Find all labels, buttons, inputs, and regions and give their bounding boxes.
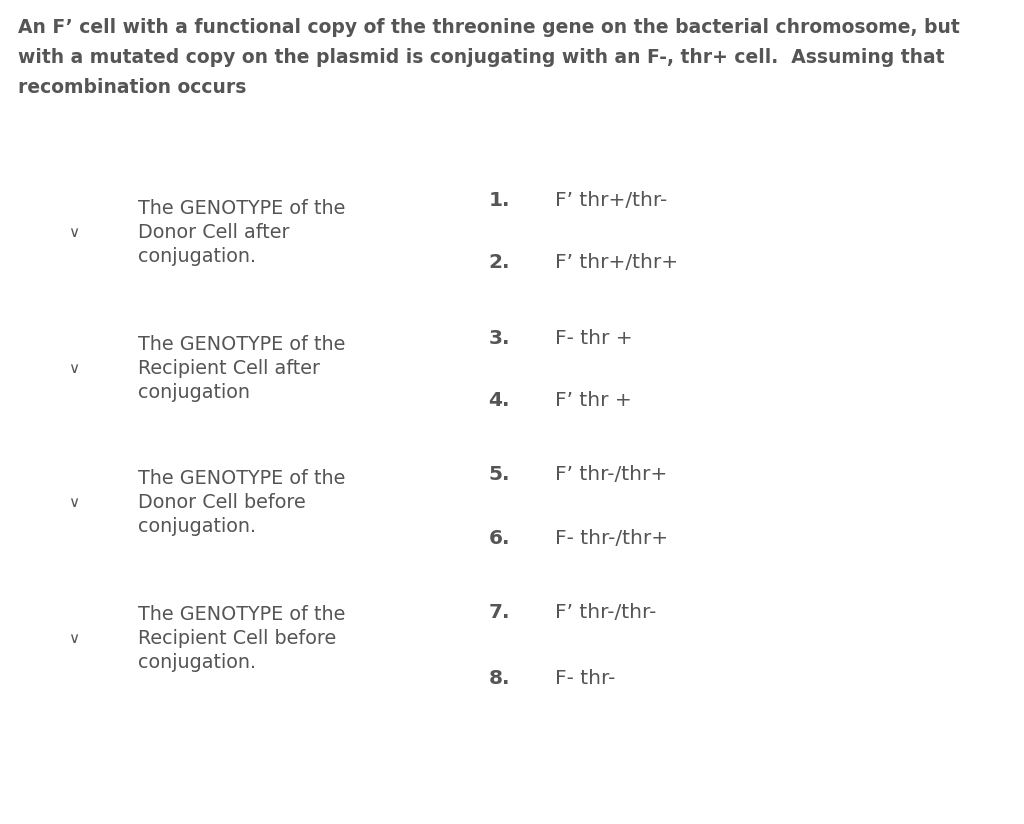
Text: ∨: ∨ (69, 225, 80, 240)
Text: F’ thr+/thr-: F’ thr+/thr- (555, 190, 668, 209)
Text: 1.: 1. (488, 190, 510, 209)
Text: 4.: 4. (488, 391, 510, 410)
Text: Donor Cell before: Donor Cell before (138, 493, 306, 512)
Text: F’ thr +: F’ thr + (555, 391, 632, 410)
Text: ∨: ∨ (69, 631, 80, 646)
Text: F’ thr+/thr+: F’ thr+/thr+ (555, 252, 678, 271)
Text: 6.: 6. (488, 528, 510, 547)
Text: conjugation.: conjugation. (138, 517, 256, 536)
Text: with a mutated copy on the plasmid is conjugating with an F-, thr+ cell.  Assumi: with a mutated copy on the plasmid is co… (18, 48, 944, 67)
Text: An F’ cell with a functional copy of the threonine gene on the bacterial chromos: An F’ cell with a functional copy of the… (18, 18, 959, 37)
Text: F- thr-: F- thr- (555, 668, 615, 687)
Text: 8.: 8. (488, 668, 510, 687)
Text: Recipient Cell before: Recipient Cell before (138, 629, 336, 648)
Text: 3.: 3. (488, 329, 510, 348)
Text: F- thr-/thr+: F- thr-/thr+ (555, 528, 668, 547)
Text: F’ thr-/thr+: F’ thr-/thr+ (555, 465, 668, 484)
FancyBboxPatch shape (26, 339, 123, 396)
Text: Donor Cell after: Donor Cell after (138, 222, 290, 241)
Text: ∨: ∨ (69, 361, 80, 376)
FancyBboxPatch shape (26, 203, 123, 260)
Text: 7.: 7. (488, 602, 510, 621)
Text: 2.: 2. (488, 252, 510, 271)
Text: conjugation: conjugation (138, 382, 250, 401)
Text: The GENOTYPE of the: The GENOTYPE of the (138, 199, 345, 218)
Text: 5.: 5. (488, 465, 510, 484)
Text: The GENOTYPE of the: The GENOTYPE of the (138, 335, 345, 353)
Text: conjugation.: conjugation. (138, 246, 256, 265)
Text: The GENOTYPE of the: The GENOTYPE of the (138, 469, 345, 488)
Text: F- thr +: F- thr + (555, 329, 633, 348)
Text: F’ thr-/thr-: F’ thr-/thr- (555, 602, 656, 621)
Text: ∨: ∨ (69, 495, 80, 510)
Text: conjugation.: conjugation. (138, 653, 256, 672)
FancyBboxPatch shape (26, 472, 123, 531)
Text: recombination occurs: recombination occurs (18, 78, 247, 97)
Text: The GENOTYPE of the: The GENOTYPE of the (138, 605, 345, 624)
Text: Recipient Cell after: Recipient Cell after (138, 358, 319, 377)
FancyBboxPatch shape (26, 608, 123, 667)
